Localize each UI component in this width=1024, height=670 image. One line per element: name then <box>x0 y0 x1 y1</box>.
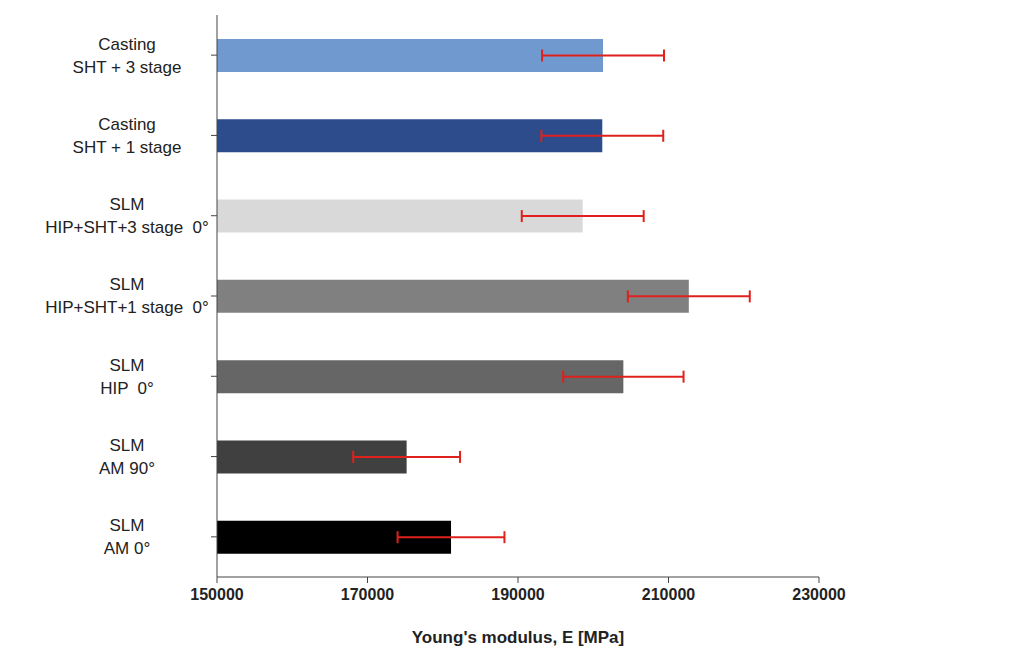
svg-text:190000: 190000 <box>491 586 544 603</box>
svg-text:230000: 230000 <box>792 586 845 603</box>
svg-text:SLMHIP+SHT+3 stage 0°: SLMHIP+SHT+3 stage 0° <box>45 195 209 237</box>
svg-text:170000: 170000 <box>341 586 394 603</box>
svg-text:210000: 210000 <box>642 586 695 603</box>
svg-text:CastingSHT + 3 stage: CastingSHT + 3 stage <box>73 35 182 77</box>
svg-text:SLMAM 90°: SLMAM 90° <box>99 436 155 478</box>
svg-text:SLMHIP+SHT+1 stage 0°: SLMHIP+SHT+1 stage 0° <box>45 275 209 317</box>
svg-text:150000: 150000 <box>190 586 243 603</box>
svg-text:SLMAM 0°: SLMAM 0° <box>104 516 150 558</box>
svg-text:CastingSHT + 1 stage: CastingSHT + 1 stage <box>73 115 182 157</box>
svg-text:Young's modulus, E [MPa]: Young's modulus, E [MPa] <box>412 628 624 647</box>
svg-text:SLMHIP 0°: SLMHIP 0° <box>100 356 154 398</box>
